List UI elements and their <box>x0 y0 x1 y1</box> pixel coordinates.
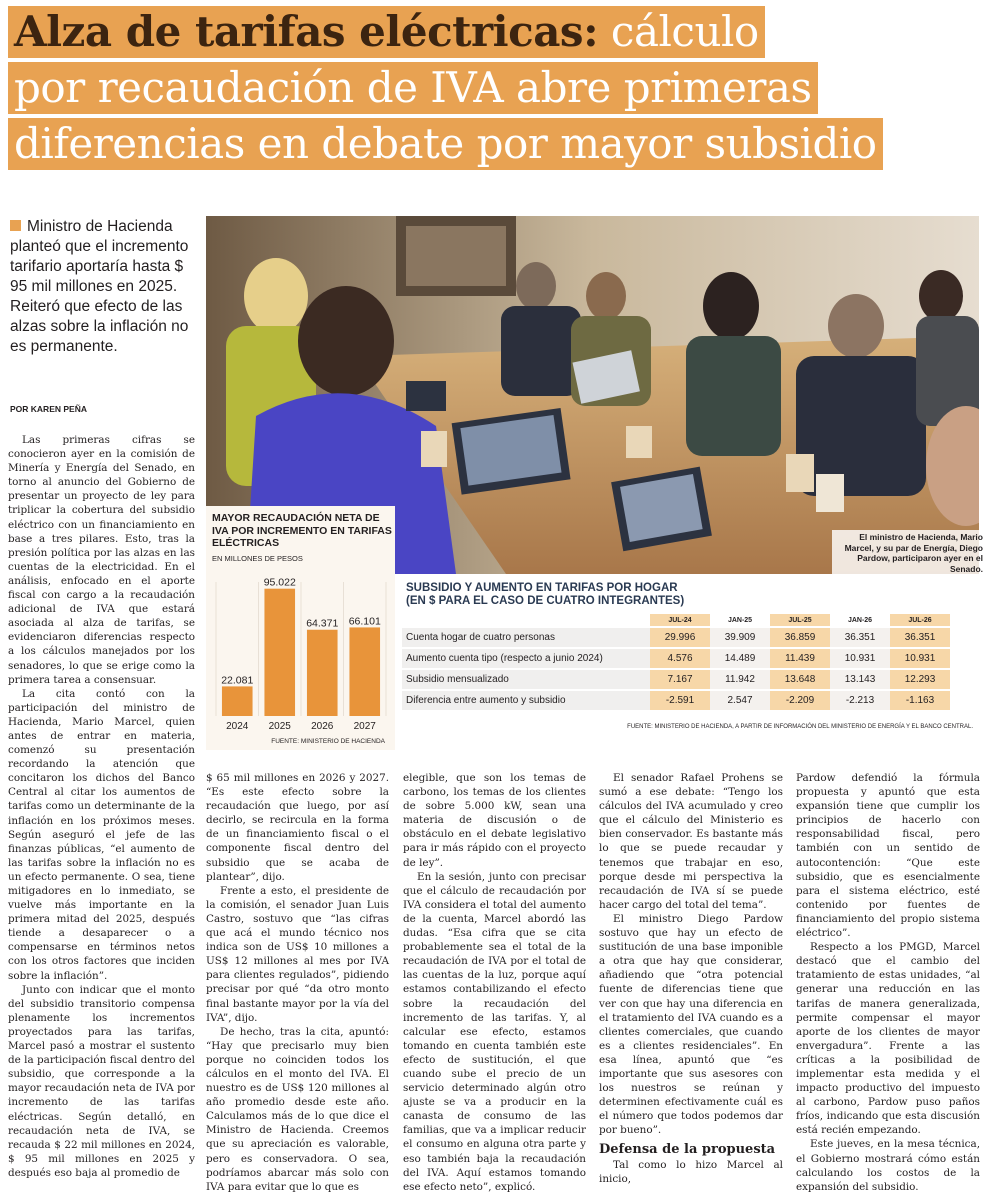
table-title: SUBSIDIO Y AUMENTO EN TARIFAS POR HOGAR … <box>406 582 685 607</box>
bar-2025 <box>264 588 296 716</box>
table-cell: 29.996 <box>650 628 710 647</box>
paragraph: De hecho, tras la cita, apuntó: “Hay que… <box>206 1025 389 1193</box>
row-label: Diferencia entre aumento y subsidio <box>402 691 650 710</box>
headline-line-3: diferencias en debate por mayor subsidio <box>8 118 883 170</box>
x-tick-label: 2025 <box>269 721 292 732</box>
table-cell: -2.209 <box>770 691 830 710</box>
bar-value-label: 95.022 <box>264 577 296 589</box>
table-header-row: JUL-24 JAN-25 JUL-25 JAN-26 JUL-26 <box>402 614 950 626</box>
paragraph: El senador Rafael Prohens se sumó a ese … <box>599 772 783 911</box>
paragraph: elegible, que son los temas de carbono, … <box>403 772 586 869</box>
table-cell: 7.167 <box>650 670 710 689</box>
x-tick-label: 2027 <box>354 721 377 732</box>
paragraph: El ministro Diego Pardow sostuvo que hay… <box>599 912 783 1137</box>
bar-2026 <box>306 629 338 716</box>
table-cell: 12.293 <box>890 670 950 689</box>
paragraph: En la sesión, junto con precisar que el … <box>403 870 586 1193</box>
table-header-empty <box>402 614 650 626</box>
bar-value-label: 64.371 <box>306 618 338 630</box>
paragraph: Las primeras cifras se conocieron ayer e… <box>8 434 195 686</box>
paragraph: Respecto a los PMGD, Marcel destacó que … <box>796 941 980 1137</box>
table-header: JAN-26 <box>847 616 873 624</box>
article-column-2: $ 65 mil millones en 2026 y 2027. “Es es… <box>206 771 389 1194</box>
table-header: JAN-25 <box>727 616 753 624</box>
table-cell: 13.143 <box>830 670 890 689</box>
table-row: Aumento cuenta tipo (respecto a junio 20… <box>402 649 950 668</box>
article-column-5: Pardow defendió la fórmula propuesta y a… <box>796 771 980 1194</box>
paragraph: Tal como lo hizo Marcel al inicio, <box>599 1158 783 1185</box>
table-cell: 10.931 <box>890 649 950 668</box>
table-cell: 11.439 <box>770 649 830 668</box>
subheading: Defensa de la propuesta <box>599 1142 776 1158</box>
x-tick-label: 2024 <box>226 721 249 732</box>
bullet-square-icon <box>10 220 21 231</box>
table-cell: 36.351 <box>890 628 950 647</box>
paragraph: La cita contó con la participación del m… <box>8 687 195 982</box>
article-column-3: elegible, que son los temas de carbono, … <box>403 771 586 1194</box>
table-header: JUL-24 <box>650 614 710 626</box>
lead-summary: Ministro de Hacienda planteó que el incr… <box>10 218 189 355</box>
paragraph: Este jueves, en la mesa técnica, el Gobi… <box>796 1138 980 1193</box>
headline-line-1: Alza de tarifas eléctricas: cálculo <box>8 6 765 58</box>
row-label: Subsidio mensualizado <box>402 670 650 689</box>
table-cell: 14.489 <box>710 649 770 668</box>
table-row: Subsidio mensualizado 7.167 11.942 13.64… <box>402 670 950 689</box>
article-column-4: El senador Rafael Prohens se sumó a ese … <box>599 771 783 1186</box>
photo-caption: El ministro de Hacienda, Mario Marcel, y… <box>832 530 986 576</box>
table-cell: 39.909 <box>710 628 770 647</box>
bar-value-label: 66.101 <box>349 615 381 627</box>
table-cell: 2.547 <box>710 691 770 710</box>
table-cell: -2.591 <box>650 691 710 710</box>
headline-line-2: por recaudación de IVA abre primeras <box>8 62 818 114</box>
paragraph: Junto con indicar que el monto del subsi… <box>8 983 195 1179</box>
table-cell: 4.576 <box>650 649 710 668</box>
bar-value-label: 22.081 <box>221 674 253 686</box>
iva-chart: MAYOR RECAUDACIÓN NETA DE IVA POR INCREM… <box>206 506 395 750</box>
bar-2027 <box>349 627 381 716</box>
table-cell: -1.163 <box>890 691 950 710</box>
table-row: Cuenta hogar de cuatro personas 29.996 3… <box>402 628 950 647</box>
table-source: FUENTE: MINISTERIO DE HACIENDA, A PARTIR… <box>627 724 973 730</box>
chart-plot: 22.081 2024 95.022 2025 64.371 2026 66.101 2027 <box>215 577 387 732</box>
table-cell: 13.648 <box>770 670 830 689</box>
bar-2024 <box>221 686 253 716</box>
x-tick-label: 2026 <box>311 721 334 732</box>
chart-title: MAYOR RECAUDACIÓN NETA DE IVA POR INCREM… <box>212 512 392 549</box>
table-cell: 36.859 <box>770 628 830 647</box>
byline: POR KAREN PEÑA <box>10 404 87 414</box>
row-label: Aumento cuenta tipo (respecto a junio 20… <box>402 649 650 668</box>
table-cell: 11.942 <box>710 670 770 689</box>
table-header: JUL-26 <box>890 614 950 626</box>
table-cell: 36.351 <box>830 628 890 647</box>
hearing-photo <box>206 216 979 574</box>
table-cell: -2.213 <box>830 691 890 710</box>
table-cell: 10.931 <box>830 649 890 668</box>
chart-source: FUENTE: MINISTERIO DE HACIENDA <box>271 738 385 745</box>
paragraph: $ 65 mil millones en 2026 y 2027. “Es es… <box>206 772 389 883</box>
row-label: Cuenta hogar de cuatro personas <box>402 628 650 647</box>
household-tariff-table: SUBSIDIO Y AUMENTO EN TARIFAS POR HOGAR … <box>400 576 979 738</box>
article-column-1: Las primeras cifras se conocieron ayer e… <box>8 433 195 1180</box>
paragraph: Frente a esto, el presidente de la comis… <box>206 884 389 1024</box>
chart-subtitle: EN MILLONES DE PESOS <box>212 554 303 563</box>
tariff-table: JUL-24 JAN-25 JUL-25 JAN-26 JUL-26 Cuent… <box>402 612 950 712</box>
table-header: JUL-25 <box>770 614 830 626</box>
table-row: Diferencia entre aumento y subsidio -2.5… <box>402 691 950 710</box>
paragraph: Pardow defendió la fórmula propuesta y a… <box>796 772 980 940</box>
